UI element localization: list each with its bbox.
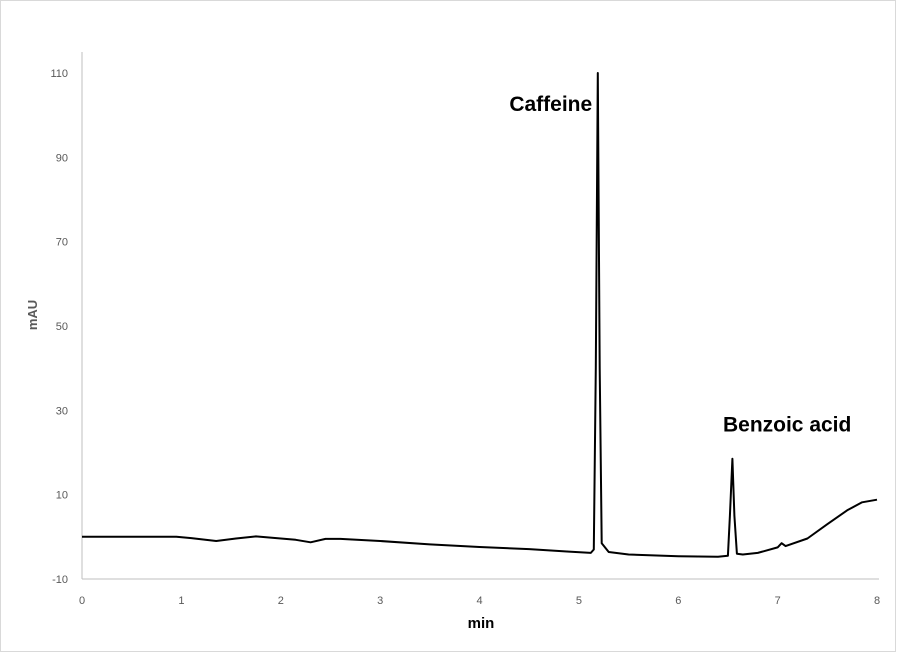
y-tick-label: 30 xyxy=(56,405,68,417)
peak-annotations: Caffeine Benzoic acid xyxy=(509,93,851,436)
y-tick-label: 10 xyxy=(56,490,68,502)
x-tick-label: 8 xyxy=(874,595,880,607)
x-axis-title: min xyxy=(468,615,495,632)
x-tick-labels: 0 1 2 3 4 5 6 7 8 xyxy=(79,595,880,607)
y-tick-label: 110 xyxy=(50,68,68,80)
x-tick-label: 6 xyxy=(675,595,681,607)
x-tick-label: 7 xyxy=(775,595,781,607)
x-tick-label: 2 xyxy=(278,595,284,607)
y-tick-label: 50 xyxy=(56,321,68,333)
y-tick-label: 90 xyxy=(56,152,68,164)
x-tick-label: 0 xyxy=(79,595,85,607)
chromatogram-trace xyxy=(82,72,878,558)
y-tick-label: 70 xyxy=(56,237,68,249)
x-tick-label: 4 xyxy=(476,595,482,607)
peak-label-caffeine: Caffeine xyxy=(509,93,592,116)
x-tick-label: 3 xyxy=(377,595,383,607)
x-tick-label: 1 xyxy=(178,595,184,607)
y-tick-label: -10 xyxy=(52,574,68,586)
y-tick-labels: -10 10 30 50 70 90 110 xyxy=(50,68,68,586)
y-axis-title: mAU xyxy=(25,300,40,330)
x-tick-label: 5 xyxy=(576,595,582,607)
peak-label-benzoic-acid: Benzoic acid xyxy=(723,413,851,436)
